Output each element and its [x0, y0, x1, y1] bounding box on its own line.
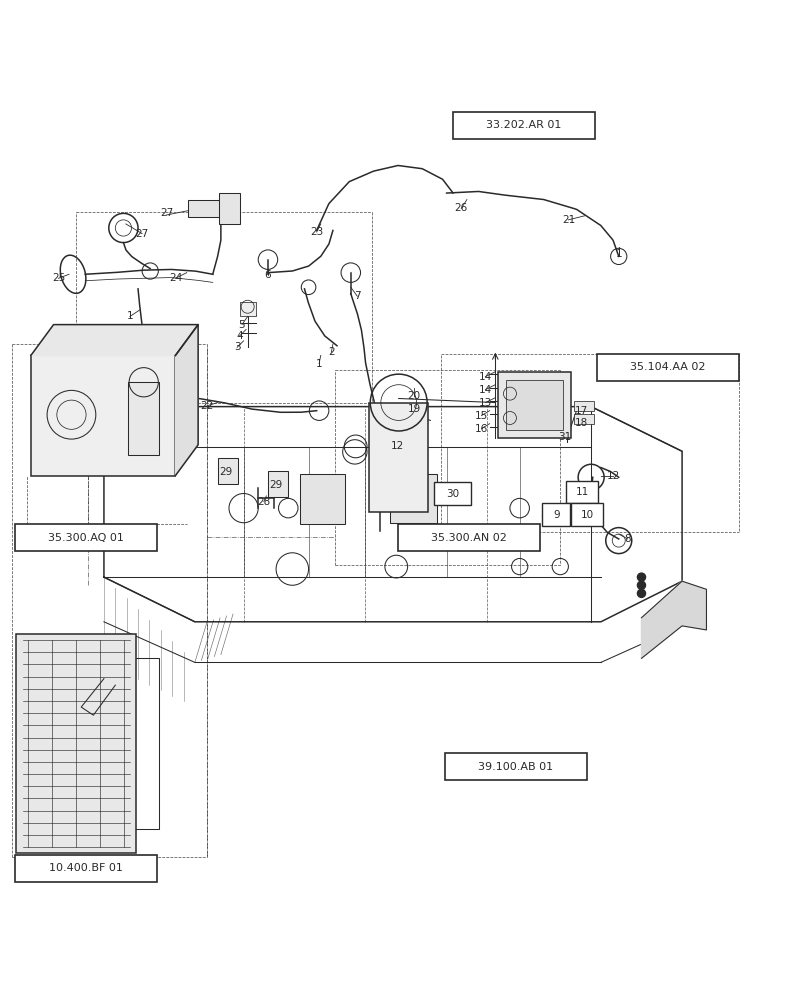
Bar	[542, 503, 569, 526]
Polygon shape	[81, 679, 115, 715]
Circle shape	[637, 573, 645, 581]
Bar	[453, 112, 594, 139]
Text: 8: 8	[624, 534, 630, 544]
Text: 23: 23	[310, 227, 323, 237]
Bar	[389, 474, 436, 523]
Text: 3: 3	[234, 342, 240, 352]
Text: 6: 6	[264, 270, 271, 280]
Text: 14: 14	[478, 372, 491, 382]
Bar	[397, 524, 539, 551]
Text: 1: 1	[615, 249, 621, 259]
Bar	[219, 193, 239, 224]
Text: 5: 5	[238, 320, 245, 330]
Bar	[497, 372, 570, 438]
Bar	[573, 414, 594, 424]
Bar	[570, 503, 603, 526]
Bar	[268, 471, 288, 497]
Text: 10.400.BF 01: 10.400.BF 01	[49, 863, 122, 873]
Bar	[505, 380, 562, 430]
Text: 4: 4	[236, 331, 242, 341]
Text: 33.202.AR 01: 33.202.AR 01	[486, 120, 561, 130]
Text: 21: 21	[561, 215, 574, 225]
Text: 27: 27	[160, 208, 173, 218]
Text: 29: 29	[219, 467, 232, 477]
Text: 35.104.AA 02: 35.104.AA 02	[629, 362, 705, 372]
Bar	[573, 401, 594, 411]
Text: 22: 22	[200, 401, 213, 411]
Bar	[31, 355, 175, 476]
Bar	[217, 458, 238, 484]
Polygon shape	[31, 325, 198, 355]
Text: 12: 12	[391, 441, 404, 451]
Text: 17: 17	[574, 406, 587, 416]
Text: 2: 2	[328, 347, 334, 357]
Polygon shape	[175, 325, 198, 476]
Text: 31: 31	[557, 432, 570, 442]
Bar	[239, 302, 255, 316]
Text: 19: 19	[407, 404, 420, 414]
Bar	[15, 855, 157, 882]
Text: 26: 26	[454, 203, 467, 213]
Text: 24: 24	[169, 273, 182, 283]
Text: 16: 16	[474, 424, 487, 434]
Text: 1: 1	[315, 359, 322, 369]
Text: 27: 27	[135, 229, 148, 239]
Text: 14: 14	[478, 385, 491, 395]
Text: 35.300.AN 02: 35.300.AN 02	[431, 533, 506, 543]
Text: 10: 10	[580, 510, 593, 520]
Text: 25: 25	[52, 273, 65, 283]
Text: 30: 30	[445, 489, 458, 499]
Bar	[15, 524, 157, 551]
Bar	[596, 354, 738, 381]
Bar	[444, 753, 586, 780]
Text: 20: 20	[407, 391, 420, 401]
Text: 35.300.AQ 01: 35.300.AQ 01	[48, 533, 123, 543]
Text: 12: 12	[606, 471, 619, 481]
Text: 7: 7	[354, 291, 360, 301]
Bar	[128, 382, 159, 455]
Circle shape	[637, 581, 645, 589]
Text: 29: 29	[269, 480, 282, 490]
Text: 18: 18	[574, 418, 587, 428]
Text: 28: 28	[257, 497, 270, 507]
Text: 15: 15	[474, 411, 487, 421]
Text: 11: 11	[575, 487, 588, 497]
Circle shape	[637, 589, 645, 597]
Text: 9: 9	[552, 510, 559, 520]
Text: 39.100.AB 01: 39.100.AB 01	[478, 762, 553, 772]
Bar	[565, 481, 598, 503]
Bar	[16, 634, 136, 853]
Polygon shape	[641, 581, 706, 658]
Bar	[433, 482, 470, 505]
Text: 13: 13	[478, 398, 491, 408]
Bar	[369, 403, 427, 512]
Bar	[300, 474, 345, 524]
Text: 1: 1	[127, 311, 133, 321]
Bar	[188, 200, 221, 217]
